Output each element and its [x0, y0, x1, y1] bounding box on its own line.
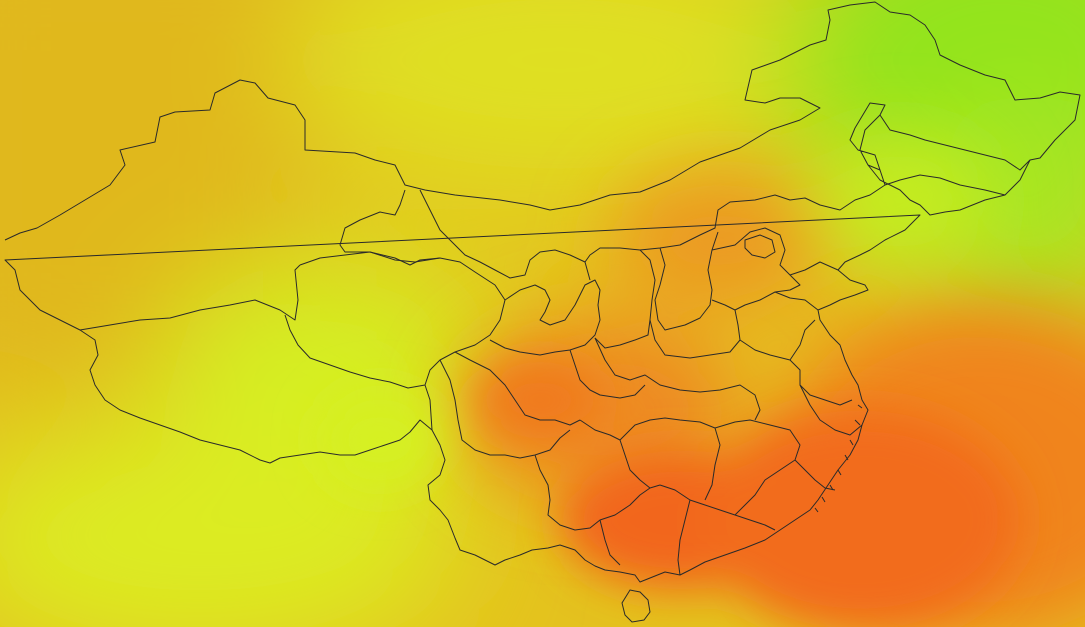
- heat-zone-coast-core: [700, 410, 1020, 627]
- province-border: [867, 164, 881, 171]
- national-border: [4, 1, 1081, 241]
- province-border: [454, 351, 581, 426]
- hainan-island: [621, 589, 651, 623]
- province-border: [569, 349, 646, 399]
- province-border: [619, 417, 721, 501]
- province-border: [649, 309, 741, 359]
- heat-zone-north: [280, 0, 840, 190]
- heat-zone-ne-light: [810, 140, 990, 260]
- coastline-east: [4, 214, 921, 583]
- heat-zone-west-green: [320, 390, 440, 490]
- province-border: [284, 251, 506, 389]
- province-border: [489, 279, 601, 356]
- province-border: [677, 499, 691, 576]
- province-border: [439, 359, 571, 459]
- province-border: [654, 231, 719, 331]
- province-border: [339, 189, 441, 266]
- province-border: [419, 184, 886, 279]
- province-border: [579, 419, 651, 489]
- province-border: [534, 454, 661, 531]
- province-border: [774, 261, 839, 311]
- coastal-islands: [814, 404, 863, 513]
- province-border: [884, 174, 1006, 196]
- province-border: [714, 419, 801, 516]
- province-border: [744, 234, 776, 259]
- heat-zone-central-north: [610, 170, 830, 310]
- heat-zone-sichuan: [480, 360, 600, 440]
- province-border: [739, 339, 853, 406]
- province-border: [424, 384, 433, 431]
- province-border: [794, 459, 836, 491]
- heat-zone-east-green: [910, 90, 1085, 330]
- province-border: [711, 227, 801, 311]
- province-border: [584, 249, 656, 349]
- province-border: [799, 384, 863, 436]
- province-border: [659, 484, 776, 531]
- province-border: [599, 519, 621, 566]
- province-border: [879, 114, 1031, 171]
- province-border: [594, 337, 761, 421]
- province-border: [789, 319, 816, 361]
- province-border: [79, 264, 301, 331]
